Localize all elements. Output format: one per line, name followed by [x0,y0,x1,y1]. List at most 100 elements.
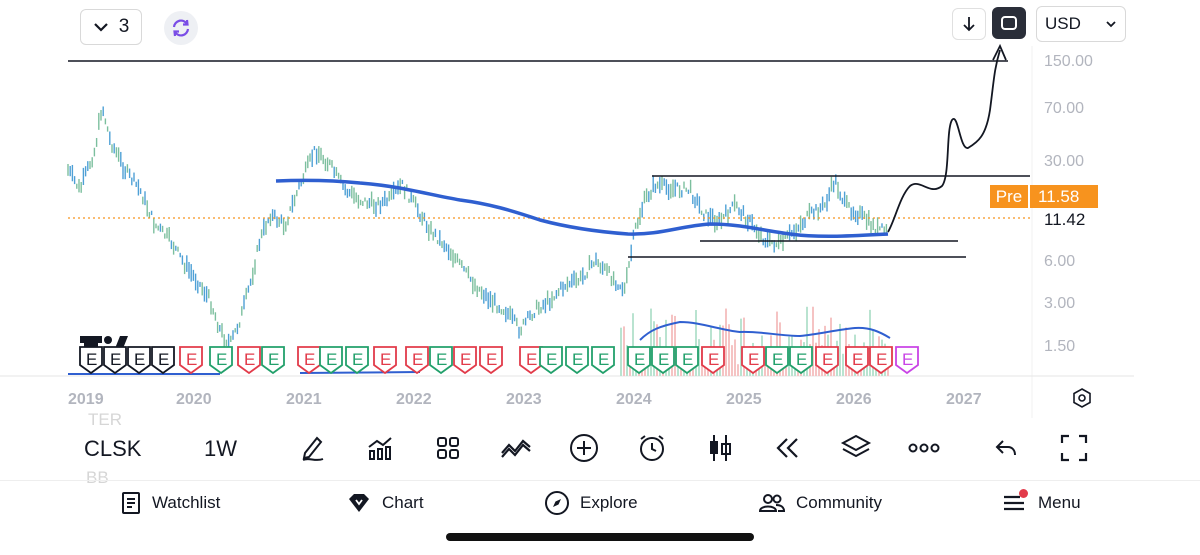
earnings-marker[interactable]: E [127,346,151,375]
earnings-marker[interactable]: E [103,346,127,375]
premarket-label: Pre [990,185,1028,208]
candles-icon [710,435,731,461]
earnings-marker[interactable]: E [453,346,477,375]
nav-menu-label: Menu [1038,493,1081,512]
earnings-marker[interactable]: E [845,346,869,375]
layers-button[interactable] [838,430,874,466]
price-tick-70: 70.00 [1044,100,1084,117]
earnings-marker[interactable]: E [627,346,651,375]
earnings-marker-label: E [572,350,583,369]
earnings-marker[interactable]: E [651,346,675,375]
chart-settings-button[interactable] [1068,384,1096,412]
nav-chart-label: Chart [382,493,424,512]
earnings-marker[interactable]: E [151,346,175,375]
interval-button[interactable]: 1W [204,436,237,461]
moving-average-line [275,178,889,239]
earnings-marker[interactable]: E [79,346,103,375]
nav-community[interactable]: Community [758,490,882,516]
projection-arrowhead [992,43,1007,61]
nav-explore[interactable]: Explore [544,490,638,516]
alarm-icon [640,435,664,461]
earnings-marker[interactable]: E [815,346,839,375]
fullscreen-icon [1001,16,1017,30]
menu-notification-badge [1019,489,1028,498]
alert-button[interactable] [634,430,670,466]
fullscreen-button[interactable] [992,7,1026,39]
hand-drawn-projection[interactable] [887,49,1001,233]
undo-icon [995,440,1016,456]
earnings-marker[interactable]: E [209,346,233,375]
drawing-tool-button[interactable] [294,430,330,466]
earnings-marker[interactable]: E [675,346,699,375]
earnings-marker[interactable]: E [741,346,765,375]
earnings-marker[interactable]: E [701,346,725,375]
fullscreen-corners-button[interactable] [1056,430,1092,466]
sync-button[interactable] [164,11,198,45]
indicators-button[interactable] [362,430,398,466]
earnings-marker[interactable]: E [539,346,563,375]
earnings-marker-label: E [110,350,121,369]
currency-selector[interactable]: USD [1036,6,1126,42]
earnings-marker-label: E [634,350,645,369]
earnings-marker-label: E [708,350,719,369]
add-button[interactable] [566,430,602,466]
more-icon [908,443,940,453]
premarket-price: 11.58 [1030,185,1098,208]
earnings-marker[interactable]: E [565,346,589,375]
earnings-marker[interactable]: E [179,346,203,375]
volume-baseline-mid [299,371,421,374]
earnings-marker-label: E [352,350,363,369]
nav-chart[interactable]: Chart [346,490,424,516]
earnings-marker[interactable]: E [479,346,503,375]
earnings-marker[interactable]: E [895,346,919,375]
undo-button[interactable] [988,430,1024,466]
symbol-button[interactable]: CLSK [84,436,142,461]
time-tick-2023: 2023 [506,391,542,408]
price-chart[interactable]: 150.00 70.00 30.00 6.00 3.00 1.50 2019 2… [0,0,1200,418]
earnings-marker[interactable]: E [297,346,321,375]
earnings-marker[interactable]: E [519,346,543,375]
earnings-marker-label: E [326,350,337,369]
earnings-marker-label: E [526,350,537,369]
replay-button[interactable] [770,430,806,466]
sync-icon [172,19,190,37]
earnings-marker-label: E [682,350,693,369]
earnings-marker-label: E [598,350,609,369]
earnings-marker[interactable]: E [765,346,789,375]
chevron-down-icon [1106,21,1116,28]
nav-watchlist[interactable]: Watchlist [120,490,220,516]
more-button[interactable] [906,430,942,466]
earnings-marker[interactable]: E [591,346,615,375]
nav-watchlist-label: Watchlist [152,493,221,512]
earnings-marker[interactable]: E [429,346,453,375]
grid-icon [437,437,459,459]
last-price-label: 11.42 [1044,210,1086,229]
watchlist-ghost-symbol-2: BB [86,468,109,487]
nav-menu[interactable]: Menu [1002,489,1081,516]
time-tick-2026: 2026 [836,391,872,408]
earnings-marker-label: E [268,350,279,369]
layout-selector[interactable]: 3 [80,9,142,45]
templates-button[interactable] [430,430,466,466]
replay-icon [776,438,798,458]
patterns-button[interactable] [498,430,534,466]
earnings-marker-label: E [748,350,759,369]
chart-type-button[interactable] [702,430,738,466]
earnings-marker-label: E [460,350,471,369]
earnings-marker[interactable]: E [237,346,261,375]
earnings-marker-label: E [902,350,913,369]
earnings-marker[interactable]: E [345,346,369,375]
earnings-marker[interactable]: E [261,346,285,375]
earnings-marker-label: E [772,350,783,369]
settings-hexagon-icon [1073,388,1091,408]
earnings-marker[interactable]: E [319,346,343,375]
earnings-marker[interactable]: E [789,346,813,375]
download-button[interactable] [952,8,986,40]
earnings-marker[interactable]: E [869,346,893,375]
earnings-marker-label: E [658,350,669,369]
time-tick-2022: 2022 [396,391,432,408]
earnings-marker[interactable]: E [373,346,397,375]
earnings-marker[interactable]: E [405,346,429,375]
price-tick-150: 150.00 [1044,53,1093,70]
